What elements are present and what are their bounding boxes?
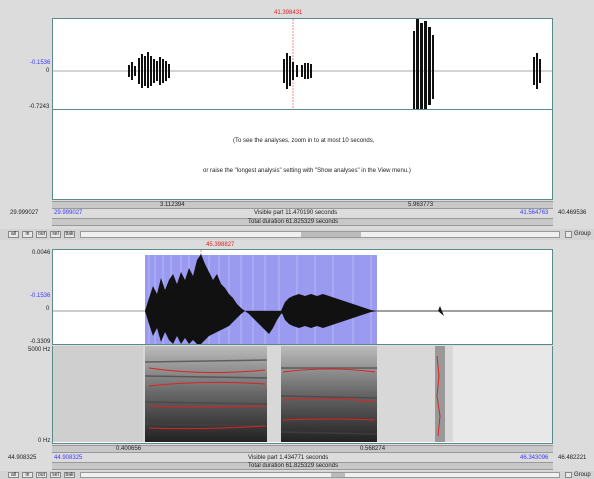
bottom-right-blue: 46.343096: [520, 455, 549, 461]
bottom-zoom-out-button[interactable]: out: [36, 472, 47, 478]
bottom-toolbar: all in out sel bak Group: [0, 471, 594, 479]
horizontal-scrollbar[interactable]: [80, 231, 560, 238]
bottom-waveform-area[interactable]: [52, 249, 553, 345]
bottom-total-duration: Total duration 61.825329 seconds: [248, 463, 339, 469]
scrollbar-thumb[interactable]: [301, 232, 361, 237]
bottom-waveform: [53, 250, 552, 344]
spectrogram-area[interactable]: [52, 346, 553, 444]
bottom-total-bar[interactable]: [52, 462, 553, 470]
bottom-left-blue: 44.908325: [54, 455, 83, 461]
top-waveform-area[interactable]: [52, 18, 553, 110]
top-total-duration: Total duration 61.825329 seconds: [248, 219, 339, 225]
top-left-edge: 29.999027: [10, 210, 39, 216]
top-visible-part: Visible part 11.470190 seconds: [254, 210, 338, 216]
top-message-area: (To see the analyses, zoom in to at most…: [52, 110, 553, 200]
message-line-2: or raise the "longest analysis" setting …: [203, 168, 411, 174]
group-label: Group: [574, 231, 591, 237]
top-waveform: [53, 19, 552, 109]
bottom-y-mid-label: -0.1536: [30, 293, 51, 299]
bottom-right-edge: 46.482221: [558, 455, 587, 461]
bottom-tick-a: 0.400656: [116, 446, 142, 452]
bottom-zoom-back-button[interactable]: bak: [64, 472, 75, 478]
bottom-cursor-time: 45.398827: [206, 242, 235, 248]
zoom-in-button[interactable]: in: [22, 231, 33, 238]
top-tick-b: 5.963773: [408, 202, 434, 208]
bottom-scrollbar-thumb[interactable]: [331, 473, 345, 477]
top-zero-label: 0: [46, 68, 50, 74]
bottom-left-edge: 44.908325: [8, 455, 37, 461]
top-right-blue: 41.564763: [520, 210, 549, 216]
bottom-y-bottom-label: -0.3309: [30, 339, 51, 345]
bottom-y-top-label: 0.0046: [32, 250, 51, 256]
top-left-blue: 29.999027: [54, 210, 83, 216]
bottom-zero-label: 0: [46, 306, 50, 312]
top-time-bar-1[interactable]: [52, 201, 553, 209]
group-checkbox[interactable]: [565, 231, 572, 238]
spectrogram: [53, 346, 552, 442]
toolbar: all in out sel bak Group: [0, 229, 594, 240]
bottom-zoom-sel-button[interactable]: sel: [50, 472, 61, 478]
freq-bottom-label: 0 Hz: [38, 438, 51, 444]
top-cursor-time: 41.398431: [274, 10, 303, 16]
freq-top-label: 5000 Hz: [28, 347, 51, 353]
bottom-tick-b: 0.568274: [360, 446, 386, 452]
bottom-group-checkbox[interactable]: [565, 472, 572, 478]
bottom-time-bar-1[interactable]: [52, 445, 553, 453]
bottom-group-label: Group: [574, 472, 591, 478]
zoom-back-button[interactable]: bak: [64, 231, 75, 238]
bottom-zoom-all-button[interactable]: all: [8, 472, 19, 478]
zoom-out-button[interactable]: out: [36, 231, 47, 238]
top-right-edge: 40.469536: [558, 210, 587, 216]
bottom-horizontal-scrollbar[interactable]: [80, 472, 560, 478]
top-tick-a: 3.112394: [160, 202, 185, 208]
top-y-bottom-label: -0.7243: [29, 104, 50, 110]
zoom-sel-button[interactable]: sel: [50, 231, 61, 238]
top-y-mid-label: -0.1536: [30, 60, 51, 66]
message-line-1: (To see the analyses, zoom in to at most…: [233, 138, 375, 144]
top-total-bar[interactable]: [52, 218, 553, 226]
zoom-all-button[interactable]: all: [8, 231, 19, 238]
bottom-zoom-in-button[interactable]: in: [22, 472, 33, 478]
bottom-visible-part: Visible part 1.434771 seconds: [248, 455, 329, 461]
